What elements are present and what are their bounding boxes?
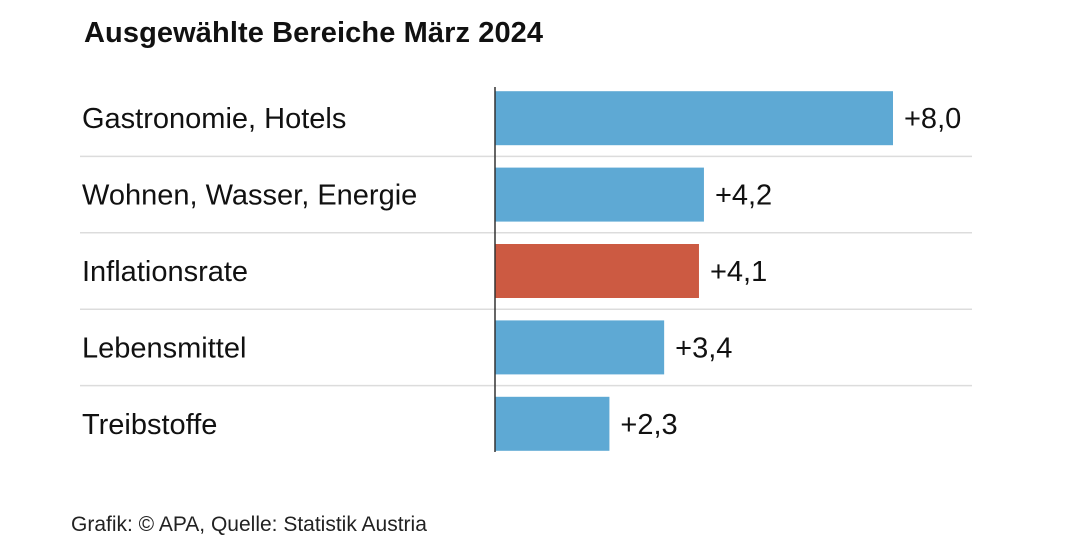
bar-3: [495, 320, 665, 375]
bar-1: [495, 167, 704, 222]
row-separators: [80, 155, 972, 387]
value-label: +8,0: [904, 103, 961, 135]
value-label: +4,1: [710, 256, 767, 288]
category-label: Treibstoffe: [82, 409, 217, 441]
category-label: Lebensmittel: [82, 332, 246, 364]
value-label: +3,4: [675, 332, 732, 364]
value-label: +2,3: [620, 409, 677, 441]
category-labels: Gastronomie, Hotels Wohnen, Wasser, Energ…: [82, 103, 417, 441]
bar-chart: Gastronomie, Hotels Wohnen, Wasser, Energ…: [80, 87, 972, 452]
value-labels: +8,0 +4,2 +4,1 +3,4 +2,3: [620, 103, 961, 441]
chart-title: Ausgewählte Bereiche März 2024: [84, 17, 544, 49]
category-label: Gastronomie, Hotels: [82, 103, 346, 135]
value-label: +4,2: [715, 180, 772, 212]
bar-4: [495, 396, 610, 451]
bars: [495, 91, 893, 451]
bar-0: [495, 91, 893, 146]
bar-2: [495, 244, 699, 298]
category-label: Inflationsrate: [82, 256, 248, 288]
source-note: Grafik: © APA, Quelle: Statistik Austria: [71, 513, 427, 536]
category-label: Wohnen, Wasser, Energie: [82, 180, 417, 212]
